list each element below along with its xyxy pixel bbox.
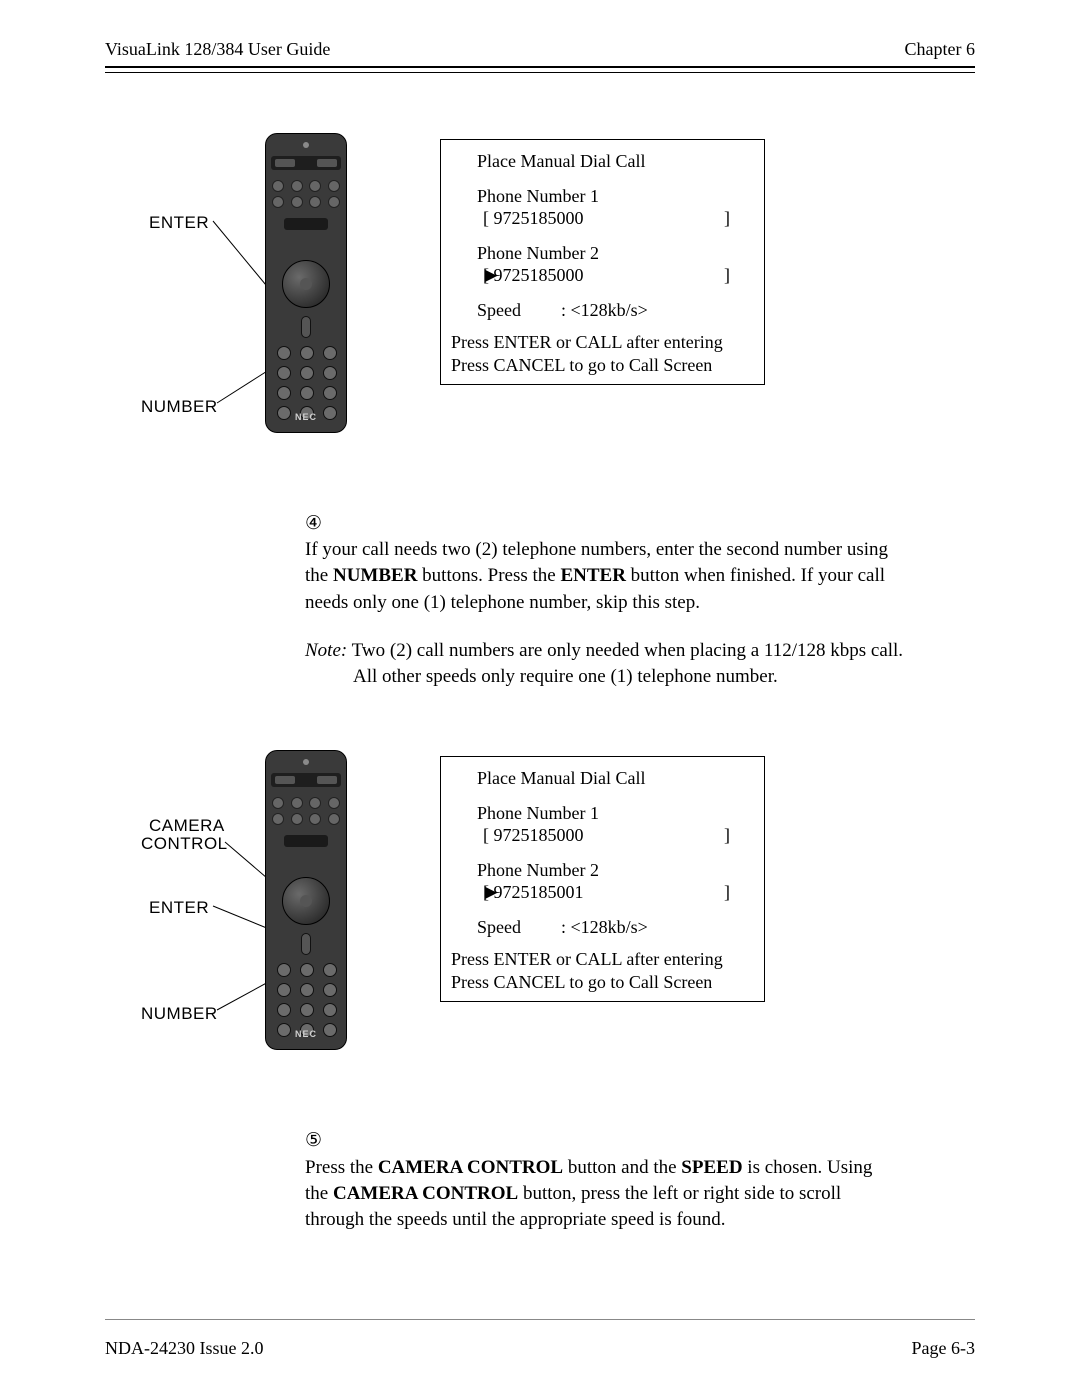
label-number-2: NUMBER: [141, 1004, 218, 1024]
pn2-value: [ 9725185000: [483, 264, 584, 287]
step-5-marker: ⑤: [305, 1128, 331, 1154]
step-4-marker: ④: [305, 511, 331, 537]
remote-brand: NEC: [266, 412, 346, 422]
p4-l1: If your call needs two (2) telephone num…: [305, 539, 888, 560]
d2-speed-label: Speed: [477, 916, 561, 939]
d2-pn1-label: Phone Number 1: [477, 802, 754, 825]
dialog-title: Place Manual Dial Call: [477, 150, 754, 173]
d2-foot2: Press CANCEL to go to Call Screen: [451, 971, 754, 994]
speed-value: : <128kb/s>: [561, 299, 648, 322]
label-control: CONTROL: [141, 834, 228, 854]
dialog-foot2: Press CANCEL to go to Call Screen: [451, 354, 754, 377]
step-4: ④ If your call needs two (2) telephone n…: [305, 511, 975, 616]
bold-camera-control-2: CAMERA CONTROL: [333, 1183, 518, 1204]
d2-pn1-close: ]: [724, 824, 730, 847]
dialog2-title: Place Manual Dial Call: [477, 767, 754, 790]
bold-enter: ENTER: [560, 565, 625, 586]
label-number: NUMBER: [141, 397, 218, 417]
label-enter: ENTER: [149, 213, 209, 233]
note-l2: All other speeds only require one (1) te…: [353, 666, 778, 687]
pn2-close: ]: [724, 264, 730, 287]
d2-speed-value: : <128kb/s>: [561, 916, 648, 939]
d2-foot1: Press ENTER or CALL after entering: [451, 948, 754, 971]
figure-2: CAMERA CONTROL ENTER NUMBER NEC: [105, 750, 975, 1090]
dialog-foot1: Press ENTER or CALL after entering: [451, 331, 754, 354]
dialog-box-2: Place Manual Dial Call Phone Number 1 [ …: [440, 756, 765, 1002]
d2-pn2-close: ]: [724, 881, 730, 904]
figure-1: ENTER NUMBER NEC Place Manual Dial Call: [105, 133, 975, 473]
p4-l3: needs only one (1) telephone number, ski…: [305, 592, 700, 613]
label-enter-2: ENTER: [149, 898, 209, 918]
d2-pn2-label: Phone Number 2: [477, 859, 754, 882]
header-right: Chapter 6: [905, 39, 975, 60]
pn1-label: Phone Number 1: [477, 185, 754, 208]
remote-image-2: NEC: [265, 750, 347, 1050]
header-left: VisuaLink 128/384 User Guide: [105, 39, 330, 60]
bold-number: NUMBER: [333, 565, 417, 586]
label-camera: CAMERA: [149, 816, 225, 836]
d2-pn1-value: [ 9725185000: [483, 824, 584, 847]
p5-l3: through the speeds until the appropriate…: [305, 1209, 726, 1230]
step-5: ⑤ Press the CAMERA CONTROL button and th…: [305, 1128, 975, 1233]
bold-speed: SPEED: [681, 1157, 742, 1178]
cursor-icon-2: ▶: [485, 883, 497, 903]
note-block: Note: Two (2) call numbers are only need…: [305, 638, 975, 690]
remote-image: NEC: [265, 133, 347, 433]
cursor-icon: ▶: [485, 266, 497, 286]
d2-pn2-value: [ 9725185001: [483, 881, 584, 904]
remote-brand-2: NEC: [266, 1029, 346, 1039]
header-rule-thick: [105, 66, 975, 68]
speed-label: Speed: [477, 299, 561, 322]
pn1-value: [ 9725185000: [483, 207, 584, 230]
footer-right: Page 6-3: [912, 1338, 975, 1359]
footer-left: NDA-24230 Issue 2.0: [105, 1338, 263, 1359]
note-label: Note:: [305, 640, 347, 661]
note-l1: Two (2) call numbers are only needed whe…: [347, 640, 903, 661]
header-rule-thin: [105, 72, 975, 73]
pn2-label: Phone Number 2: [477, 242, 754, 265]
page-footer: NDA-24230 Issue 2.0 Page 6-3: [105, 1319, 975, 1359]
bold-camera-control: CAMERA CONTROL: [378, 1157, 563, 1178]
pn1-close: ]: [724, 207, 730, 230]
dialog-box-1: Place Manual Dial Call Phone Number 1 [ …: [440, 139, 765, 385]
